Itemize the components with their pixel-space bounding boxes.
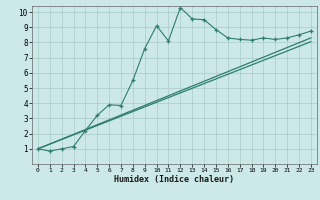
- X-axis label: Humidex (Indice chaleur): Humidex (Indice chaleur): [115, 175, 234, 184]
